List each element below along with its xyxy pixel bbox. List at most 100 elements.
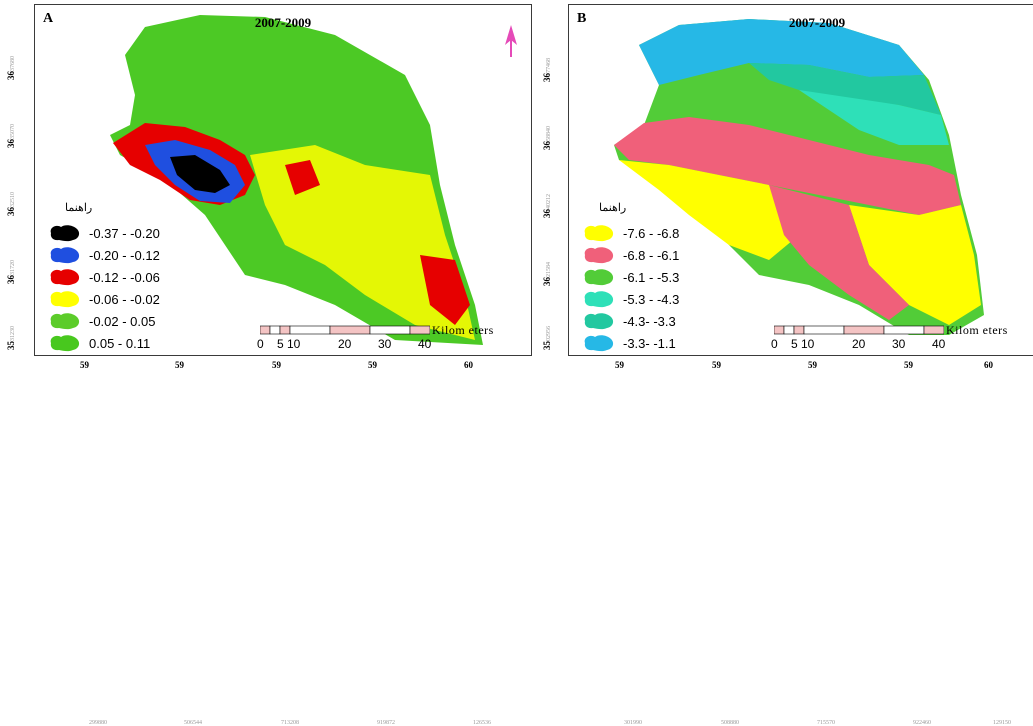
legend-items: -0.37 - -0.20 -0.20 - -0.12 -0.12 - -0.0… <box>47 222 160 354</box>
north-arrow-icon <box>505 25 517 57</box>
legend-item: -0.02 - 0.05 <box>47 310 160 332</box>
y-tick: 3635070 <box>6 124 16 148</box>
legend-label: -0.20 - -0.12 <box>89 247 160 263</box>
legend-label: -6.8 - -6.1 <box>623 247 680 263</box>
scale-tick: 5 <box>791 337 798 351</box>
y-tick: 3631720 <box>6 260 16 284</box>
legend-swatch-icon <box>50 313 80 330</box>
scale-unit: Kilom eters <box>432 323 494 337</box>
legend-swatch-icon <box>584 335 614 352</box>
map-a <box>110 15 483 345</box>
scale-tick: 10 <box>801 337 815 351</box>
scale-tick: 0 <box>257 337 264 351</box>
scale-bar-graphic <box>260 325 430 335</box>
legend-label: -0.02 - 0.05 <box>89 313 156 329</box>
legend-swatch-icon <box>50 269 80 286</box>
y-tick: 3621584 <box>542 262 552 286</box>
legend-swatch-icon <box>50 335 80 352</box>
x-tick: 59 506544 <box>175 360 202 726</box>
legend-label: -6.1 - -5.3 <box>623 269 680 285</box>
y-ticks-b: 3677468 3658840 3640212 3621584 3502956 <box>538 0 568 360</box>
pink-band <box>614 117 961 215</box>
black-core <box>170 155 230 193</box>
y-ticks-a: 3637680 3635070 3632510 3631720 3531230 <box>2 0 32 360</box>
x-tick: 60 129150 <box>984 360 1011 726</box>
yellow-zone <box>250 145 475 340</box>
red-speckle-1 <box>420 255 470 325</box>
y-tick: 3658840 <box>542 126 552 150</box>
scale-tick: 20 <box>852 337 866 351</box>
legend-item: 0.05 - 0.11 <box>47 332 160 354</box>
x-tick: 59 301990 <box>615 360 642 726</box>
legend-item: -7.6 - -6.8 <box>581 222 679 244</box>
x-tick: 59 919872 <box>368 360 395 726</box>
legend-swatch-icon <box>584 313 614 330</box>
x-tick: 59 508880 <box>712 360 739 726</box>
legend-item: -6.8 - -6.1 <box>581 244 679 266</box>
legend-swatch-icon <box>50 225 80 242</box>
y-tick: 3677468 <box>542 58 552 82</box>
panel-label: B <box>577 11 587 26</box>
legend-swatch-icon <box>584 291 614 308</box>
legend-item: -3.3- -1.1 <box>581 332 679 354</box>
scale-bar: Kilom eters 0 5 10 20 30 40 <box>771 323 1033 351</box>
scale-bar: Kilom eters 0 5 10 20 30 40 <box>257 323 530 351</box>
y-tick: 3640212 <box>542 194 552 218</box>
scale-tick: 20 <box>338 337 352 351</box>
legend-item: -0.37 - -0.20 <box>47 222 160 244</box>
legend: راهنما -7.6 - -6.8 -6.8 - -6.1 -6.1 - -5… <box>581 201 679 354</box>
scale-tick: 10 <box>287 337 301 351</box>
legend-label: -0.37 - -0.20 <box>89 225 160 241</box>
legend-swatch-icon <box>50 247 80 264</box>
scale-tick: 0 <box>771 337 778 351</box>
legend-item: -0.06 - -0.02 <box>47 288 160 310</box>
legend-item: -5.3 - -4.3 <box>581 288 679 310</box>
y-tick: 3637680 <box>6 56 16 80</box>
yellow-zone-1 <box>619 160 799 260</box>
x-tick: 59 299880 <box>80 360 107 726</box>
map-panel-b: B 2007-2009 راهنما -7.6 - -6.8 -6.8 - -6… <box>568 4 1033 356</box>
legend-swatch-icon <box>584 269 614 286</box>
scale-tick: 5 <box>277 337 284 351</box>
legend-swatch-icon <box>584 225 614 242</box>
scale-tick: 30 <box>378 337 392 351</box>
legend-swatch-icon <box>50 291 80 308</box>
x-tick: 60 126536 <box>464 360 491 726</box>
x-tick: 59 922460 <box>904 360 931 726</box>
panel-label: A <box>43 11 54 26</box>
legend-label: -5.3 - -4.3 <box>623 291 680 307</box>
panel-title: 2007-2009 <box>254 15 312 30</box>
y-tick: 3632510 <box>6 192 16 216</box>
map-b <box>614 19 984 335</box>
x-tick: 59 713208 <box>272 360 299 726</box>
legend-title: راهنما <box>599 202 627 214</box>
scale-bar-graphic <box>774 325 944 335</box>
scale-unit: Kilom eters <box>946 323 1008 337</box>
teal-band-2 <box>799 90 949 145</box>
panel-title: 2007-2009 <box>788 15 846 30</box>
scale-tick: 40 <box>418 337 432 351</box>
cyan-band <box>639 19 924 85</box>
legend: راهنما -0.37 - -0.20 -0.20 - -0.12 -0.12… <box>47 201 160 354</box>
legend-label: -0.06 - -0.02 <box>89 291 160 307</box>
pink-streak <box>769 185 909 320</box>
legend-label: -0.12 - -0.06 <box>89 269 160 285</box>
x-tick: 59 715570 <box>808 360 835 726</box>
y-tick: 3531230 <box>6 326 16 350</box>
scale-tick: 40 <box>932 337 946 351</box>
yellow-zone-2 <box>849 205 981 325</box>
map-panel-a: A 2007-2009 راهنما -0.37 - -0.20 -0.20 -… <box>34 4 532 356</box>
legend-swatch-icon <box>584 247 614 264</box>
legend-label: 0.05 - 0.11 <box>89 335 151 351</box>
legend-label: -7.6 - -6.8 <box>623 225 680 241</box>
legend-items: -7.6 - -6.8 -6.8 - -6.1 -6.1 - -5.3 -5.3… <box>581 222 679 354</box>
legend-item: -0.12 - -0.06 <box>47 266 160 288</box>
legend-item: -4.3- -3.3 <box>581 310 679 332</box>
teal-band <box>749 63 941 115</box>
scale-tick: 30 <box>892 337 906 351</box>
y-tick: 3502956 <box>542 326 552 350</box>
legend-item: -6.1 - -5.3 <box>581 266 679 288</box>
red-speckle-2 <box>285 160 320 195</box>
legend-label: -4.3- -3.3 <box>623 313 676 329</box>
legend-item: -0.20 - -0.12 <box>47 244 160 266</box>
